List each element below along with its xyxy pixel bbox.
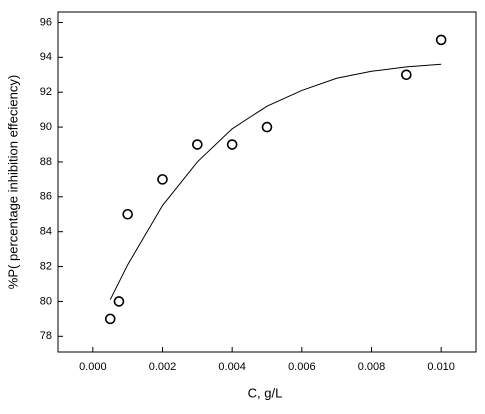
y-tick-label: 90 — [40, 121, 52, 133]
fit-curve — [109, 63, 442, 300]
x-tick-label: 0.010 — [427, 361, 455, 373]
x-axis-title: C, g/L — [248, 385, 283, 400]
data-point — [435, 34, 447, 46]
data-point — [226, 139, 238, 150]
x-tick-label: 0.008 — [358, 361, 386, 373]
x-tick-label: 0.000 — [79, 361, 107, 373]
data-point — [122, 208, 133, 220]
y-tick-label: 96 — [40, 16, 52, 28]
data-point — [104, 313, 116, 325]
x-tick-label: 0.004 — [218, 361, 246, 373]
y-tick-label: 78 — [40, 330, 52, 342]
data-point — [401, 69, 412, 81]
data-point — [113, 296, 125, 307]
data-point — [261, 121, 273, 133]
data-point — [157, 174, 168, 185]
y-tick-label: 86 — [40, 191, 52, 203]
x-tick-label: 0.002 — [149, 361, 177, 373]
y-tick-label: 94 — [40, 51, 52, 63]
data-point — [192, 139, 203, 150]
y-tick-label: 84 — [40, 226, 52, 238]
y-tick-label: 92 — [40, 86, 52, 98]
plot-frame — [57, 11, 477, 353]
y-axis-title: %P( percentage inhibition effeciency) — [5, 75, 20, 289]
y-tick-label: 82 — [40, 260, 52, 272]
y-tick-label: 88 — [40, 156, 52, 168]
y-tick-label: 80 — [40, 295, 52, 307]
x-tick-label: 0.006 — [288, 361, 316, 373]
